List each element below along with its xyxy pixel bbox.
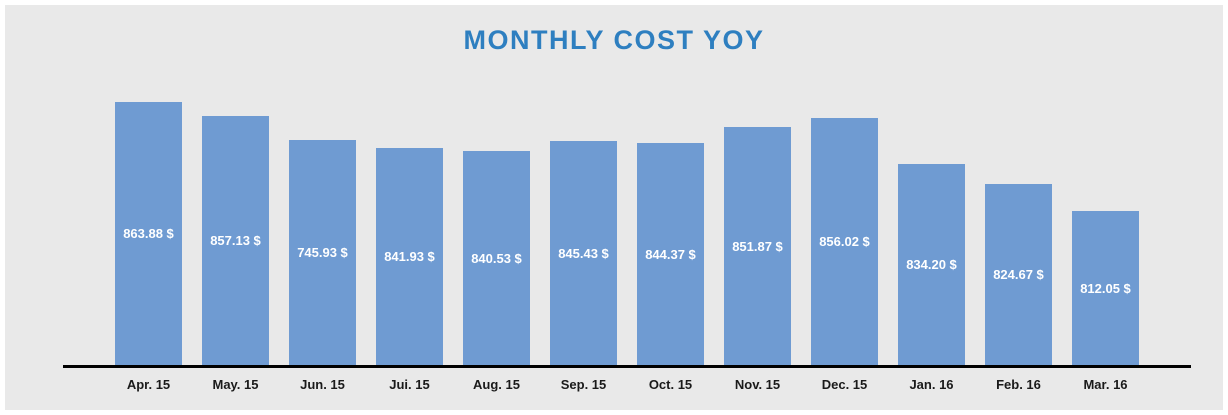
- chart-panel: MONTHLY COST YOY 863.88 $ 857.13 $ 745.93 …: [5, 5, 1223, 410]
- bar-sep-15: 845.43 $: [550, 141, 617, 365]
- bar-jan-16: 834.20 $: [898, 164, 965, 365]
- bar-value-label: 834.20 $: [906, 257, 957, 272]
- bar-value-label: 812.05 $: [1080, 280, 1131, 296]
- x-axis-tick-label: Jun. 15: [300, 377, 345, 392]
- bar-may-15: 857.13 $: [202, 116, 269, 365]
- bar-jun-15: 745.93 $: [289, 140, 356, 365]
- bar-nov-15: 851.87 $: [724, 127, 791, 365]
- x-axis-tick-label: Oct. 15: [648, 377, 693, 392]
- x-axis-tick-label: Apr. 15: [126, 377, 171, 392]
- x-axis-line: [63, 365, 1191, 368]
- bar-value-label: 856.02 $: [819, 234, 870, 249]
- bar-value-label: 863.88 $: [123, 226, 174, 241]
- x-axis-tick-label: Sep. 15: [560, 377, 607, 392]
- x-axis-tick-label: Jan. 16: [909, 377, 954, 392]
- x-axis-tick-label: Nov. 15: [734, 377, 781, 392]
- bar-dec-15: 856.02 $: [811, 118, 878, 365]
- bar-chart: 863.88 $ 857.13 $ 745.93 $ 841.93 $ 840.53 $…: [63, 93, 1191, 392]
- bar-value-label: 824.67 $: [993, 267, 1044, 282]
- bar-value-label: 745.93 $: [297, 245, 348, 260]
- bar-value-label: 844.37 $: [645, 246, 696, 262]
- x-axis-tick-label: Feb. 16: [996, 377, 1041, 392]
- bar-value-label: 840.53 $: [471, 250, 522, 266]
- bar-apr-15: 863.88 $: [115, 102, 182, 365]
- bar-aug-15: 840.53 $: [463, 151, 530, 365]
- x-axis-tick-label: Mar. 16: [1083, 377, 1128, 392]
- x-axis-labels: Apr. 15 May. 15 Jun. 15 Jui. 15 Aug. 15 Sep. …: [63, 377, 1191, 392]
- bar-value-label: 857.13 $: [210, 233, 261, 248]
- bar-value-label: 841.93 $: [384, 249, 435, 264]
- bar-oct-15: 844.37 $: [637, 143, 704, 365]
- bar-jui-15: 841.93 $: [376, 148, 443, 365]
- bar-mar-16: 812.05 $: [1072, 211, 1139, 365]
- x-axis-tick-label: Aug. 15: [473, 377, 520, 392]
- x-axis-tick-label: Dec. 15: [821, 377, 868, 392]
- x-axis-tick-label: Jui. 15: [389, 377, 430, 392]
- chart-title: MONTHLY COST YOY: [463, 25, 765, 55]
- plot-area: 863.88 $ 857.13 $ 745.93 $ 841.93 $ 840.53 $…: [63, 93, 1191, 365]
- bar-feb-16: 824.67 $: [985, 184, 1052, 365]
- bar-value-label: 845.43 $: [558, 245, 609, 261]
- x-axis-tick-label: May. 15: [212, 377, 259, 392]
- bar-value-label: 851.87 $: [732, 238, 783, 254]
